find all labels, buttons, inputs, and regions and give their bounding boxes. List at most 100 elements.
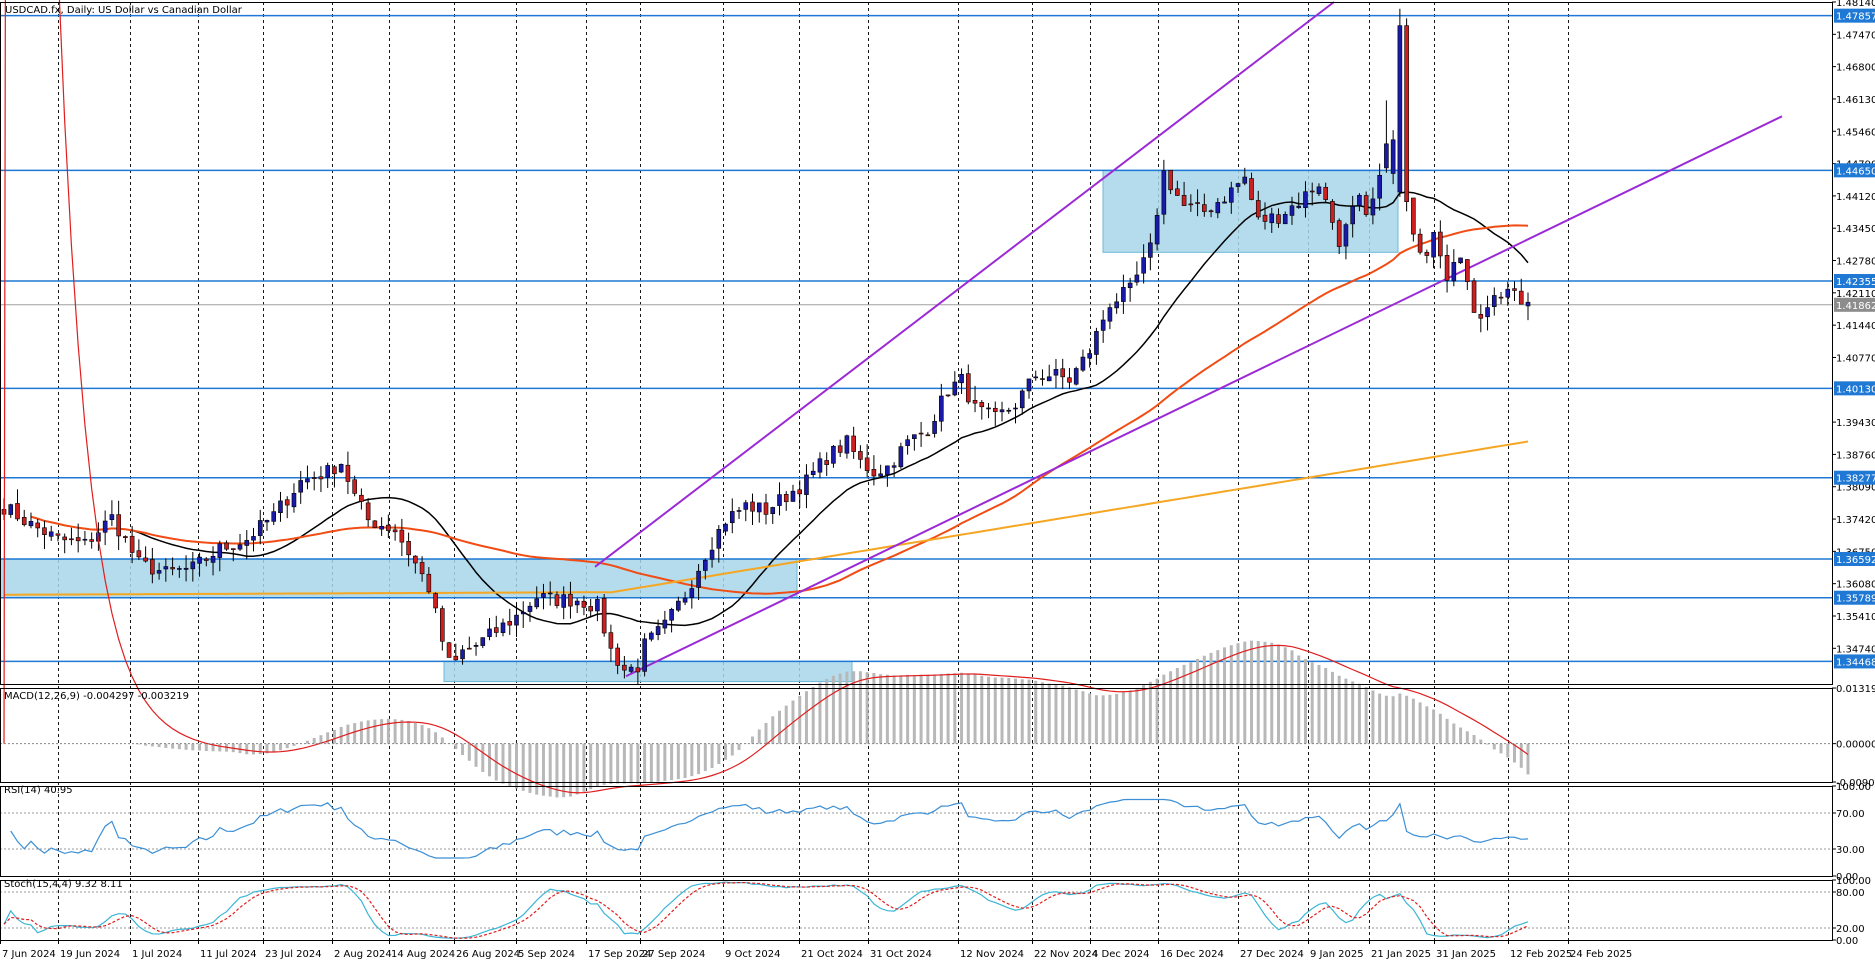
date-tick-label: 31 Jan 2025 bbox=[1436, 949, 1496, 960]
candle-body bbox=[1262, 214, 1268, 222]
candle-body bbox=[1276, 214, 1281, 224]
candle-body bbox=[676, 600, 681, 611]
panel-frame bbox=[0, 880, 1833, 941]
candle-body bbox=[21, 516, 27, 526]
candle-body bbox=[1289, 205, 1295, 216]
date-tick-label: 4 Dec 2024 bbox=[1092, 949, 1150, 960]
candle-body bbox=[1316, 186, 1322, 194]
stoch-tick-label: 80.00 bbox=[1836, 888, 1865, 899]
candle-body bbox=[662, 619, 668, 629]
candle-body bbox=[885, 465, 890, 475]
candle-body bbox=[338, 463, 344, 473]
candle-body bbox=[581, 600, 587, 608]
price-tick-label: 1.47470 bbox=[1836, 30, 1875, 41]
candle-body bbox=[1303, 191, 1308, 208]
candle-body bbox=[1363, 195, 1369, 215]
candle-body bbox=[851, 435, 856, 452]
date-tick-label: 7 Jun 2024 bbox=[2, 949, 56, 960]
candle-body bbox=[1309, 190, 1315, 193]
price-tick-label: 1.42780 bbox=[1836, 257, 1875, 268]
candle-body bbox=[251, 536, 256, 541]
date-tick-label: 12 Nov 2024 bbox=[960, 949, 1024, 960]
candle-body bbox=[655, 626, 661, 636]
level-price-tag bbox=[1834, 163, 1875, 178]
candle-body bbox=[440, 608, 445, 642]
candle-body bbox=[123, 536, 128, 538]
candle-body bbox=[69, 538, 74, 541]
rsi-tick-label: 30.00 bbox=[1836, 845, 1865, 856]
candle-body bbox=[554, 594, 560, 606]
candle-body bbox=[608, 632, 614, 649]
candle-body bbox=[992, 407, 998, 412]
candle-body bbox=[426, 573, 432, 593]
date-tick-label: 1 Jul 2024 bbox=[132, 949, 182, 960]
candle-body bbox=[1491, 295, 1497, 307]
panel-frame bbox=[0, 2, 1833, 685]
candle-body bbox=[419, 562, 425, 575]
stoch-main-line bbox=[3, 881, 1529, 939]
candle-body bbox=[1282, 214, 1288, 225]
ma-slow-line bbox=[3, 440, 1529, 596]
candle-body bbox=[35, 522, 41, 529]
candle-body bbox=[406, 541, 411, 556]
candle-body bbox=[797, 489, 803, 495]
candle-body bbox=[1033, 376, 1039, 379]
candle-body bbox=[392, 529, 398, 533]
candle-body bbox=[1067, 377, 1072, 383]
candle-body bbox=[831, 445, 836, 464]
candle-body bbox=[136, 550, 142, 558]
candle-body bbox=[129, 535, 135, 553]
candle-body bbox=[999, 409, 1005, 413]
candle-body bbox=[1525, 301, 1531, 307]
candle-body bbox=[1175, 188, 1180, 196]
panel-frame bbox=[0, 688, 1833, 783]
date-tick-label: 19 Jun 2024 bbox=[60, 949, 120, 960]
candle-body bbox=[642, 638, 647, 672]
candle-body bbox=[1141, 257, 1146, 274]
candle-body bbox=[1451, 262, 1457, 282]
candle-body bbox=[318, 476, 324, 480]
candle-body bbox=[817, 458, 823, 473]
candle-body bbox=[1343, 224, 1349, 247]
support-resistance-zone bbox=[0, 558, 798, 599]
candle-body bbox=[1357, 194, 1362, 206]
candle-body bbox=[163, 566, 169, 570]
candle-body bbox=[972, 400, 978, 404]
date-tick-label: 22 Nov 2024 bbox=[1034, 949, 1098, 960]
level-price-label: 1.42355 bbox=[1836, 277, 1875, 288]
candle-body bbox=[770, 507, 776, 514]
candle-body bbox=[1478, 314, 1484, 319]
level-price-label: 1.38277 bbox=[1836, 474, 1875, 485]
candle-body bbox=[1485, 307, 1490, 318]
price-tick-label: 1.34740 bbox=[1836, 644, 1875, 655]
candle-body bbox=[1242, 176, 1248, 184]
candle-body bbox=[311, 477, 317, 479]
candle-body bbox=[1417, 233, 1423, 253]
candle-body bbox=[1350, 206, 1355, 225]
candle-body bbox=[574, 600, 580, 606]
candle-body bbox=[1411, 197, 1416, 235]
candle-body bbox=[1404, 25, 1409, 202]
level-price-tag bbox=[1834, 590, 1875, 605]
candle-body bbox=[365, 502, 371, 521]
candle-body bbox=[473, 645, 479, 647]
candle-body bbox=[547, 592, 553, 595]
candle-body bbox=[379, 526, 384, 530]
candle-body bbox=[628, 666, 634, 672]
candle-body bbox=[291, 493, 297, 508]
candle-body bbox=[1377, 175, 1382, 199]
candle-body bbox=[844, 435, 850, 454]
candle-body bbox=[1255, 200, 1261, 218]
candle-body bbox=[460, 649, 465, 660]
level-price-label: 1.40130 bbox=[1836, 384, 1875, 395]
candle-body bbox=[979, 402, 985, 408]
candle-body bbox=[1019, 390, 1025, 409]
candle-body bbox=[1458, 257, 1463, 264]
stoch-label: Stoch(15,4,4) 9.32 8.11 bbox=[4, 879, 123, 890]
date-tick-label: 12 Feb 2025 bbox=[1510, 949, 1572, 960]
candle-body bbox=[8, 504, 14, 515]
candle-body bbox=[878, 473, 883, 477]
candle-body bbox=[264, 520, 270, 523]
